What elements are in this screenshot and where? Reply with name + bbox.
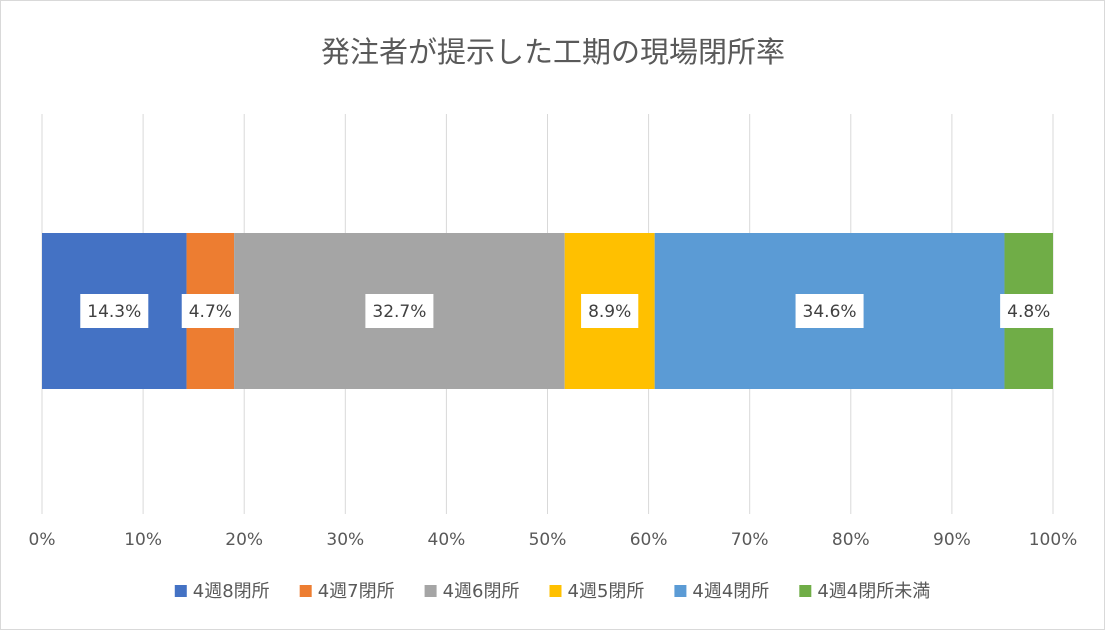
- legend-item: 4週4閉所: [674, 581, 769, 602]
- x-tick-label: 90%: [933, 530, 971, 550]
- legend-swatch: [299, 585, 312, 597]
- x-tick-label: 40%: [428, 530, 466, 550]
- legend-item: 4週8閉所: [174, 581, 270, 602]
- data-label-text: 34.6%: [803, 302, 857, 322]
- data-label-text: 4.7%: [189, 302, 232, 322]
- legend-item: 4週7閉所: [299, 581, 395, 602]
- legend-label: 4週4閉所: [692, 581, 769, 602]
- data-label-text: 4.8%: [1007, 302, 1050, 322]
- legend-label: 4週7閉所: [318, 581, 395, 602]
- legend-label: 4週6閉所: [443, 581, 520, 602]
- legend-swatch: [174, 585, 187, 597]
- x-tick-label: 50%: [529, 530, 567, 550]
- data-label-2: 4.7%: [181, 294, 239, 328]
- x-tick-label: 20%: [225, 530, 263, 550]
- legend-item: 4週6閉所: [424, 581, 520, 602]
- x-tick-label: 60%: [630, 530, 668, 550]
- x-axis-ticks: 0% 10% 20% 30% 40% 50% 60% 70% 80% 90% 100%: [29, 530, 1078, 550]
- data-label-text: 8.9%: [588, 302, 631, 322]
- data-label-box: [795, 294, 864, 328]
- x-tick-label: 30%: [326, 530, 364, 550]
- data-label-text: 32.7%: [372, 302, 426, 322]
- data-label-box: [1000, 294, 1058, 328]
- legend-label: 4週4閉所未満: [817, 581, 930, 602]
- legend-label: 4週5閉所: [568, 581, 645, 602]
- data-label-1: 14.3%: [80, 294, 149, 328]
- chart-title: 発注者が提示した工期の現場閉所率: [321, 35, 785, 69]
- legend: 4週8閉所 4週7閉所 4週6閉所 4週5閉所 4週4閉所 4週4閉所未満: [174, 581, 930, 602]
- legend-label: 4週8閉所: [193, 581, 270, 602]
- data-label-box: [80, 294, 149, 328]
- data-labels: 14.3% 4.7% 32.7% 8.9% 34.6% 4.8%: [80, 294, 1058, 328]
- data-label-4: 8.9%: [581, 294, 639, 328]
- data-label-3: 32.7%: [365, 294, 434, 328]
- x-tick-label: 0%: [29, 530, 56, 550]
- legend-swatch: [549, 585, 562, 597]
- data-label-5: 34.6%: [795, 294, 864, 328]
- x-tick-label: 10%: [124, 530, 162, 550]
- x-tick-label: 100%: [1029, 530, 1078, 550]
- legend-item: 4週4閉所未満: [799, 581, 930, 602]
- legend-swatch: [799, 585, 812, 597]
- legend-swatch: [424, 585, 437, 597]
- data-label-6: 4.8%: [1000, 294, 1058, 328]
- x-tick-label: 80%: [832, 530, 870, 550]
- data-label-text: 14.3%: [87, 302, 141, 322]
- legend-swatch: [674, 585, 687, 597]
- x-tick-label: 70%: [731, 530, 769, 550]
- data-label-box: [581, 294, 639, 328]
- data-label-box: [365, 294, 434, 328]
- data-label-box: [181, 294, 239, 328]
- legend-item: 4週5閉所: [549, 581, 645, 602]
